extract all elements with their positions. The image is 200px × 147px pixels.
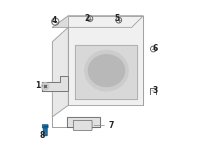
Text: 2: 2	[84, 14, 90, 23]
Text: 5: 5	[115, 14, 120, 23]
Polygon shape	[67, 117, 100, 127]
Text: 1: 1	[35, 81, 41, 90]
Polygon shape	[52, 16, 143, 27]
Ellipse shape	[85, 50, 128, 91]
Circle shape	[42, 83, 49, 90]
Ellipse shape	[88, 55, 125, 86]
Text: 3: 3	[152, 86, 157, 95]
Polygon shape	[52, 27, 68, 117]
FancyBboxPatch shape	[73, 120, 92, 131]
Polygon shape	[42, 76, 68, 91]
Text: 4: 4	[51, 16, 56, 25]
Polygon shape	[75, 45, 137, 100]
Text: 6: 6	[152, 45, 157, 54]
FancyBboxPatch shape	[43, 127, 47, 136]
Polygon shape	[68, 16, 143, 105]
Text: 8: 8	[40, 131, 45, 140]
Text: 7: 7	[109, 121, 114, 130]
FancyBboxPatch shape	[42, 125, 48, 128]
